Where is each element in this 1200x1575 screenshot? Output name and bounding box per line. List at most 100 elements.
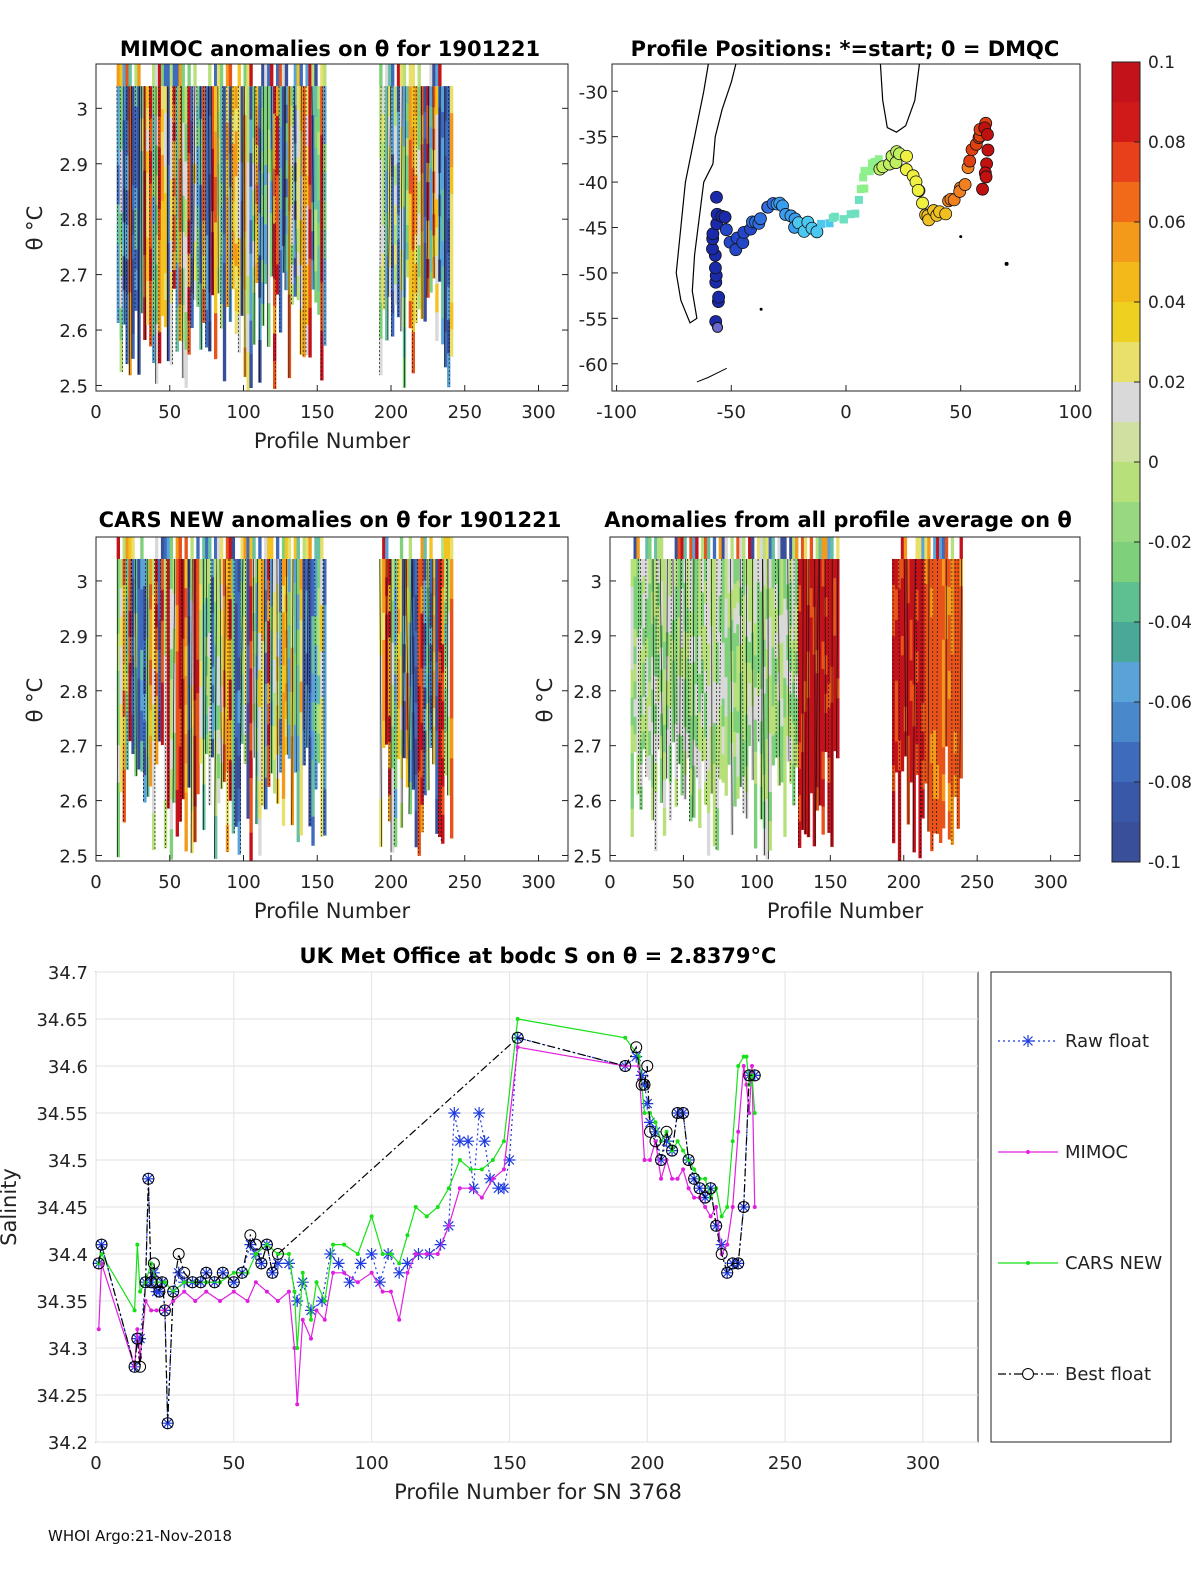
anomaly-cell — [748, 683, 752, 705]
anomaly-cell — [947, 643, 952, 672]
anomaly-cell — [671, 701, 676, 723]
y-tick-label: 3 — [591, 572, 602, 593]
anomaly-cell — [116, 819, 120, 858]
anomaly-cell — [196, 558, 200, 593]
anomaly-cell — [408, 113, 413, 141]
anomaly-cell — [924, 633, 928, 660]
anomaly-cell — [281, 692, 286, 720]
anomaly-cell — [379, 798, 383, 848]
anomaly-cell — [134, 208, 138, 230]
x-tick-label: 50 — [949, 402, 972, 423]
colorbar-tick-label: 0.02 — [1148, 373, 1186, 393]
anomaly-cell — [833, 674, 837, 694]
anomaly-cell — [414, 145, 418, 176]
anomaly-cell — [706, 558, 711, 602]
anomaly-cell — [281, 798, 286, 826]
anomaly-cell — [382, 86, 386, 115]
anomaly-cell — [753, 815, 758, 849]
anomaly-cell — [317, 558, 321, 589]
anomaly-cell — [438, 805, 442, 838]
anomaly-cell — [730, 650, 734, 682]
anomaly-cell — [305, 86, 309, 117]
anomaly-cell — [636, 754, 640, 795]
data-point — [99, 1261, 104, 1266]
anomaly-cell — [155, 86, 159, 117]
anomaly-cell — [918, 803, 922, 832]
data-point — [719, 1214, 724, 1219]
anomaly-cell — [311, 616, 315, 646]
data-point — [134, 1332, 147, 1345]
anomaly-cell — [936, 627, 940, 663]
anomaly-cell — [267, 558, 271, 581]
anomaly-cell — [308, 283, 312, 309]
anomaly-cell — [733, 682, 737, 708]
colorbar-swatch — [1112, 142, 1140, 183]
anomaly-cell — [405, 758, 410, 788]
anomaly-cell — [399, 537, 404, 559]
anomaly-cell — [405, 155, 410, 174]
anomaly-cell — [249, 354, 253, 388]
anomaly-cell — [175, 174, 179, 220]
anomaly-cell — [175, 743, 179, 791]
anomaly-cell — [786, 634, 790, 661]
anomaly-cell — [836, 537, 840, 559]
anomaly-cell — [450, 302, 454, 330]
anomaly-cell — [264, 86, 268, 107]
anomaly-cell — [438, 194, 442, 217]
anomaly-cell — [385, 725, 389, 745]
y-tick-label: -40 — [579, 173, 608, 194]
anomaly-cell — [196, 186, 200, 207]
data-point — [714, 1205, 719, 1209]
anomaly-cell — [155, 537, 159, 559]
anomaly-cell — [246, 674, 250, 704]
data-point — [638, 1078, 651, 1091]
anomaly-cell — [912, 768, 916, 811]
contour-line — [427, 558, 430, 790]
anomaly-cell — [146, 194, 150, 217]
contour-line — [181, 558, 183, 799]
anomaly-cell — [299, 220, 303, 266]
anomaly-cell — [751, 537, 755, 559]
anomaly-cell — [724, 537, 728, 559]
anomaly-cell — [140, 558, 144, 590]
data-point — [635, 1069, 648, 1082]
profile-position-marker — [710, 190, 723, 204]
anomaly-cell — [630, 780, 634, 810]
anomaly-cell — [143, 694, 147, 722]
anomaly-cell — [393, 145, 398, 166]
anomaly-cell — [119, 181, 123, 214]
contour-line — [219, 558, 222, 789]
contour-line — [209, 558, 212, 806]
anomaly-cell — [131, 734, 135, 755]
data-point — [153, 1285, 166, 1298]
contour-line — [244, 86, 246, 377]
anomaly-cell — [798, 611, 802, 639]
anomaly-cell — [299, 264, 303, 311]
anomaly-cell — [405, 103, 410, 122]
anomaly-cell — [393, 645, 398, 675]
anomaly-cell — [240, 674, 244, 698]
anomaly-cell — [116, 204, 120, 245]
anomaly-cell — [918, 613, 922, 641]
anomaly-cell — [284, 215, 289, 235]
anomaly-cell — [765, 618, 770, 650]
anomaly-cell — [379, 266, 383, 304]
anomaly-cell — [125, 190, 129, 226]
anomaly-cell — [657, 606, 661, 631]
anomaly-cell — [264, 64, 268, 87]
anomaly-cell — [237, 755, 241, 790]
anomaly-cell — [686, 733, 690, 759]
profile-position-marker — [709, 261, 722, 275]
anomaly-cell — [399, 778, 404, 804]
data-point — [253, 1280, 258, 1285]
data-point — [623, 1035, 628, 1040]
anomaly-cell — [645, 537, 649, 559]
anomaly-cell — [450, 798, 454, 839]
anomaly-cell — [683, 537, 687, 559]
anomaly-cell — [125, 86, 129, 122]
anomaly-cell — [633, 716, 637, 735]
anomaly-cell — [152, 141, 156, 170]
anomaly-cell — [219, 558, 224, 585]
contour-line — [253, 86, 256, 345]
